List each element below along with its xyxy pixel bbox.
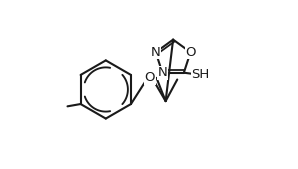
Text: O: O xyxy=(185,46,196,59)
Text: N: N xyxy=(157,66,167,79)
Text: O: O xyxy=(145,71,155,84)
Text: N: N xyxy=(151,46,161,59)
Text: SH: SH xyxy=(191,68,209,81)
